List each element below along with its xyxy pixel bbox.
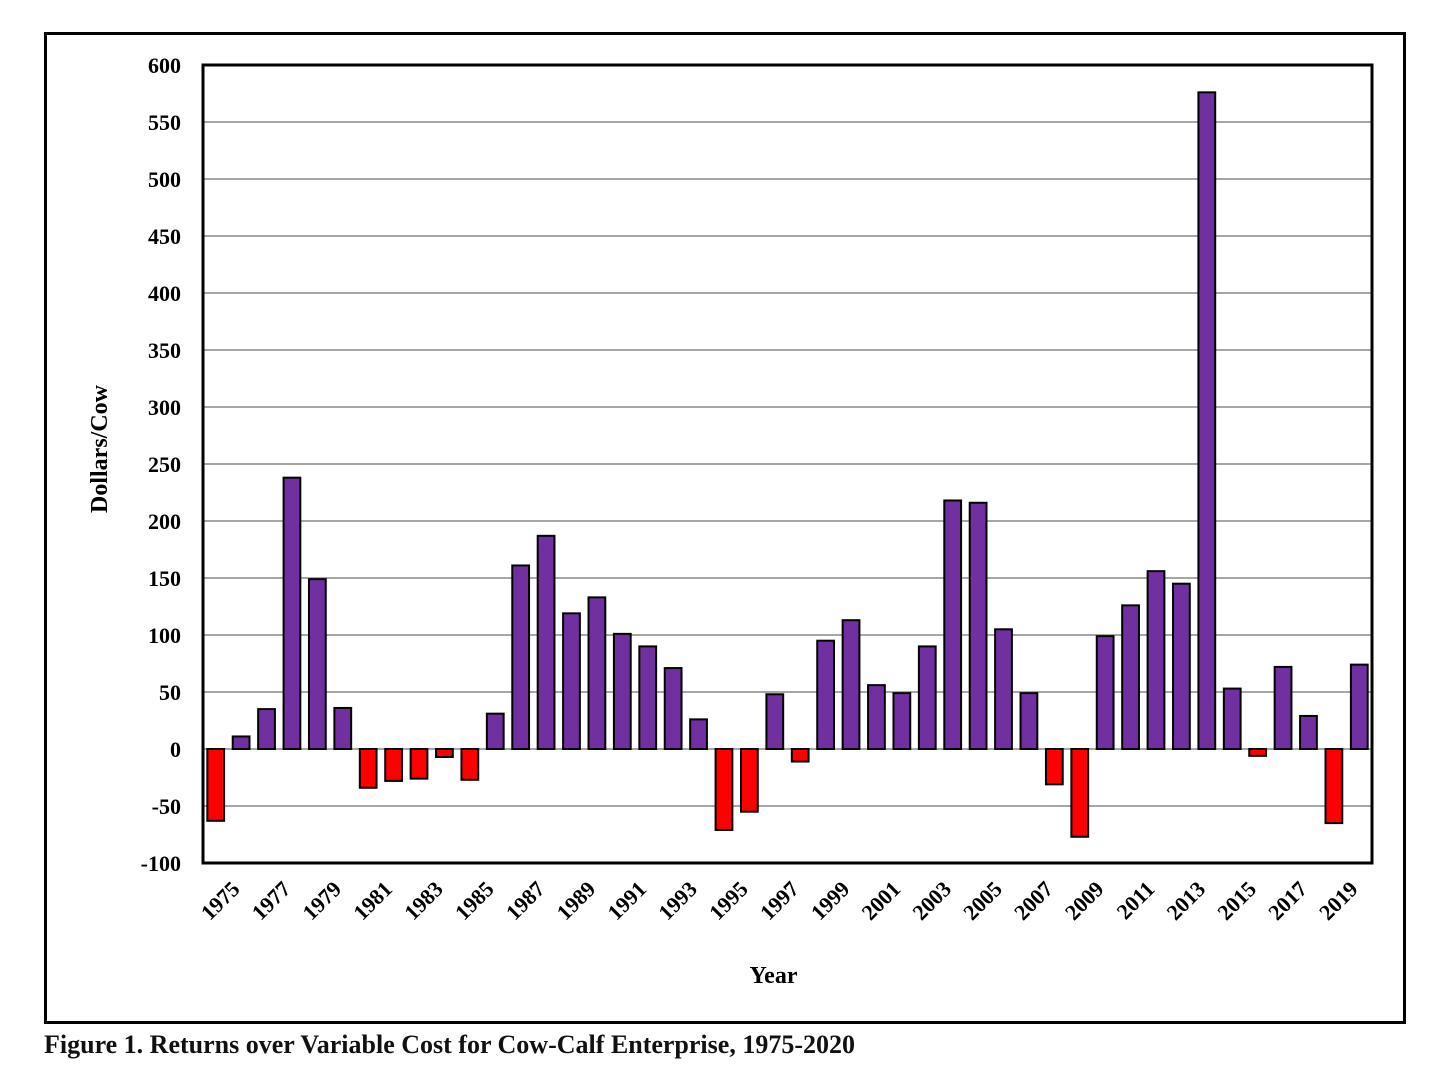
x-tick-label: 1979 [297, 876, 346, 925]
bar-chart: -100 -50 0 50 100 150 200 250 300 350 400 450 500 550… [87, 53, 1374, 989]
y-axis-ticks: -100 -50 0 50 100 150 200 250 300 350 400 450 500 550… [141, 53, 181, 876]
bar-1977 [257, 708, 276, 750]
x-tick-label: 1991 [602, 876, 651, 925]
y-tick-label: 250 [148, 452, 181, 477]
bar-2014 [1197, 91, 1217, 751]
x-tick-label: 2005 [958, 876, 1007, 925]
gridlines [203, 121, 1372, 807]
y-tick-label: 300 [148, 395, 181, 420]
bar-2001 [867, 684, 886, 750]
y-tick-label: -50 [152, 794, 181, 819]
chart-frame: -100 -50 0 50 100 150 200 250 300 350 400 450 500 550… [44, 32, 1406, 1024]
bar-2013 [1172, 582, 1191, 751]
bar-2016 [1248, 748, 1268, 757]
x-tick-label: 2001 [857, 876, 906, 925]
bar-1989 [562, 612, 581, 751]
x-tick-label: 1995 [704, 876, 753, 925]
bar-1985 [460, 748, 480, 781]
bar-1976 [231, 735, 251, 751]
bar-1983 [409, 748, 429, 780]
x-tick-label: 1977 [247, 876, 296, 925]
bar-1982 [384, 748, 403, 782]
bar-1975 [206, 748, 226, 822]
y-tick-label: 200 [148, 509, 181, 534]
x-tick-label: 1999 [806, 876, 855, 925]
x-tick-label: 1997 [755, 876, 804, 925]
x-tick-label: 1981 [348, 876, 397, 925]
bar-2017 [1273, 665, 1293, 750]
bar-2005 [968, 501, 988, 751]
x-tick-label: 1985 [450, 876, 499, 925]
bar-2002 [892, 692, 912, 751]
bar-2007 [1019, 692, 1039, 751]
bar-1992 [638, 645, 658, 751]
bar-2003 [917, 645, 937, 751]
x-tick-label: 2011 [1111, 876, 1159, 924]
bars [206, 91, 1369, 838]
bar-1984 [435, 748, 454, 758]
x-tick-label: 2013 [1161, 876, 1210, 925]
y-tick-label: 350 [148, 338, 181, 363]
y-tick-label: 450 [148, 224, 181, 249]
bar-1990 [587, 596, 607, 750]
bar-2019 [1324, 748, 1344, 825]
x-tick-label: 1987 [501, 876, 550, 925]
y-tick-label: 50 [159, 680, 181, 705]
y-axis-title: Dollars/Cow [87, 384, 113, 513]
bar-1991 [612, 632, 632, 750]
bar-1994 [689, 718, 708, 750]
bar-1988 [536, 534, 556, 750]
bar-1995 [714, 748, 734, 831]
bar-2012 [1146, 570, 1166, 750]
bar-1978 [282, 476, 302, 750]
bar-2009 [1070, 748, 1090, 838]
x-tick-label: 2009 [1060, 876, 1109, 925]
bar-1999 [816, 639, 836, 751]
y-tick-label: 600 [148, 53, 181, 78]
bar-2011 [1121, 604, 1140, 750]
bar-2008 [1044, 748, 1064, 786]
x-tick-label: 2007 [1009, 876, 1058, 925]
bar-1993 [663, 667, 683, 750]
bar-2010 [1095, 635, 1115, 751]
bar-2015 [1222, 687, 1242, 751]
bar-1979 [307, 578, 327, 751]
x-tick-label: 2015 [1212, 876, 1261, 925]
x-tick-label: 2003 [907, 876, 956, 925]
bar-1980 [333, 706, 353, 751]
bar-2020 [1349, 663, 1369, 751]
bar-2000 [841, 619, 861, 750]
y-tick-label: 100 [148, 623, 181, 648]
bar-2004 [943, 499, 963, 751]
y-tick-label: 550 [148, 110, 181, 135]
x-tick-label: 2017 [1263, 876, 1312, 925]
plot-area-border [201, 63, 1374, 865]
y-tick-label: 500 [148, 167, 181, 192]
bar-2018 [1299, 714, 1318, 751]
y-tick-label: 150 [148, 566, 181, 591]
bar-1986 [485, 712, 505, 750]
bar-1997 [765, 693, 785, 751]
x-tick-label: 1989 [552, 876, 601, 925]
y-tick-label: -100 [141, 851, 181, 876]
x-tick-label: 1975 [196, 876, 245, 925]
x-axis-title: Year [750, 963, 798, 989]
y-tick-label: 400 [148, 281, 181, 306]
bar-1996 [739, 748, 759, 813]
x-tick-label: 1983 [399, 876, 448, 925]
bar-1981 [358, 748, 378, 789]
y-tick-label: 0 [170, 737, 181, 762]
bar-2006 [994, 628, 1013, 750]
x-axis-ticks: 1975 1977 1979 1981 1983 1985 1987 1989 1991 1993… [196, 876, 1363, 925]
x-tick-label: 1993 [653, 876, 702, 925]
figure-caption: Figure 1. Returns over Variable Cost for… [44, 1030, 855, 1059]
x-tick-label: 2019 [1314, 876, 1363, 925]
bar-1998 [790, 748, 810, 763]
bar-1987 [511, 564, 531, 751]
